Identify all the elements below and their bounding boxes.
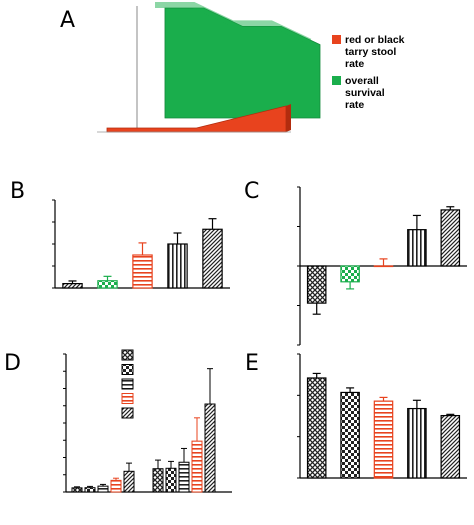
bar (191, 440, 203, 493)
panel-d-chart (63, 349, 232, 493)
panel-letter-d: D (4, 351, 21, 376)
bar (84, 487, 96, 493)
bar (440, 414, 461, 479)
panel-c-chart (297, 186, 467, 346)
panel-e-chart (297, 353, 467, 479)
bar (340, 265, 360, 283)
legend-swatch (121, 364, 134, 375)
bar (110, 479, 122, 493)
area-survival-top (155, 2, 312, 45)
bar (407, 229, 427, 267)
bar (165, 467, 177, 493)
bar (123, 470, 135, 493)
panel-letter-e: E (245, 351, 259, 376)
bar (178, 461, 190, 493)
bar (306, 377, 327, 479)
panel-letter-c: C (244, 179, 259, 204)
bar (440, 209, 461, 267)
legend-label-survival: overall survival rate (345, 75, 385, 111)
panel-letter-b: B (10, 179, 25, 204)
bar (152, 468, 164, 493)
bar (340, 391, 360, 479)
bar (71, 487, 83, 493)
bar (306, 265, 327, 304)
panel-a-chart: red or black tarry stool rate overall surviv… (97, 2, 405, 133)
legend-swatch (121, 393, 134, 404)
bar (62, 283, 83, 289)
bar (204, 403, 216, 493)
panel-letter-a: A (60, 8, 75, 33)
bar (202, 228, 223, 289)
panel-b-chart (52, 199, 230, 289)
legend-swatch (121, 407, 134, 419)
bar (373, 265, 394, 268)
bar (407, 407, 427, 479)
bar (167, 243, 188, 289)
legend-swatch (121, 378, 134, 390)
legend-swatch (121, 349, 134, 361)
area-stool-side (286, 104, 291, 132)
legend-label-stool: red or black tarry stool rate (345, 34, 405, 70)
bar (97, 485, 109, 493)
legend-swatch-survival (332, 76, 341, 85)
bar (132, 254, 153, 289)
bar (373, 400, 394, 479)
bar (97, 280, 118, 289)
legend-swatch-stool (332, 35, 341, 44)
